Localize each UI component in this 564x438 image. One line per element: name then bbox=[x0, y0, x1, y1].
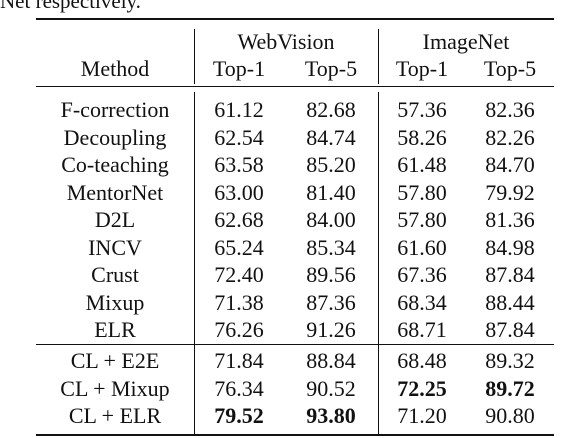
header-rule bbox=[36, 86, 554, 87]
group-divider-header bbox=[378, 29, 379, 84]
table-cell: 87.84 bbox=[485, 317, 535, 342]
table-cell: 62.68 bbox=[214, 207, 264, 232]
table-cell: 90.52 bbox=[306, 376, 356, 401]
group-header-webvision: WebVision bbox=[237, 29, 335, 54]
table-cell: 72.25 bbox=[397, 376, 447, 401]
table-row-method: D2L bbox=[94, 207, 136, 232]
subheader-imagenet-top5: Top-5 bbox=[483, 56, 537, 81]
table-cell: 71.20 bbox=[397, 403, 447, 428]
table-cell: 68.34 bbox=[397, 290, 447, 315]
table-row-method: MentorNet bbox=[66, 180, 164, 205]
table-row-method: CL + ELR bbox=[68, 403, 162, 428]
table-cell: 91.26 bbox=[306, 317, 356, 342]
table-cell: 68.71 bbox=[397, 317, 447, 342]
table-cell: 61.60 bbox=[397, 235, 447, 260]
table-cell: 63.00 bbox=[214, 180, 264, 205]
top-rule bbox=[36, 18, 554, 20]
table-cell: 68.48 bbox=[397, 348, 447, 373]
table-cell: 76.26 bbox=[214, 317, 264, 342]
table-cell: 57.80 bbox=[397, 207, 447, 232]
table-cell: 79.92 bbox=[485, 180, 535, 205]
table-row-method: INCV bbox=[88, 235, 142, 260]
subheader-imagenet-top1: Top-1 bbox=[395, 56, 449, 81]
table-cell: 65.24 bbox=[214, 235, 264, 260]
table-cell: 84.70 bbox=[485, 152, 535, 177]
section-rule bbox=[36, 344, 554, 345]
table-cell: 57.80 bbox=[397, 180, 447, 205]
table-cell: 88.44 bbox=[485, 290, 535, 315]
table-cell: 93.80 bbox=[306, 403, 356, 428]
table-cell: 89.72 bbox=[485, 376, 535, 401]
table-cell: 61.48 bbox=[397, 152, 447, 177]
group-divider-body bbox=[378, 92, 379, 434]
table-cell: 71.38 bbox=[214, 290, 264, 315]
table-cell: 82.36 bbox=[485, 97, 535, 122]
subheader-webvision-top1: Top-1 bbox=[212, 56, 266, 81]
table-cell: 57.36 bbox=[397, 97, 447, 122]
table-row-method: F-correction bbox=[60, 97, 170, 122]
table-cell: 76.34 bbox=[214, 376, 264, 401]
table-cell: 79.52 bbox=[214, 403, 264, 428]
table-cell: 71.84 bbox=[214, 348, 264, 373]
table-row-method: CL + E2E bbox=[70, 348, 160, 373]
table-cell: 82.26 bbox=[485, 125, 535, 150]
table-cell: 85.34 bbox=[306, 235, 356, 260]
table-row-method: CL + Mixup bbox=[60, 376, 170, 401]
table-row-method: Co-teaching bbox=[61, 152, 169, 177]
table-cell: 89.32 bbox=[485, 348, 535, 373]
method-divider-header bbox=[194, 29, 195, 84]
table-row-method: Crust bbox=[91, 262, 139, 287]
table-row-method: Decoupling bbox=[63, 125, 167, 150]
method-header: Method bbox=[80, 56, 150, 81]
table-cell: 72.40 bbox=[214, 262, 264, 287]
table-cell: 87.84 bbox=[485, 262, 535, 287]
group-header-imagenet: ImageNet bbox=[422, 29, 510, 54]
table-caption: Net respectively. bbox=[0, 0, 141, 13]
table-cell: 84.98 bbox=[485, 235, 535, 260]
table-cell: 82.68 bbox=[306, 97, 356, 122]
table-cell: 58.26 bbox=[397, 125, 447, 150]
table-cell: 89.56 bbox=[306, 262, 356, 287]
method-divider-body bbox=[194, 92, 195, 434]
table-cell: 85.20 bbox=[306, 152, 356, 177]
table-cell: 61.12 bbox=[214, 97, 264, 122]
table-cell: 84.00 bbox=[306, 207, 356, 232]
table-cell: 81.40 bbox=[306, 180, 356, 205]
table-cell: 87.36 bbox=[306, 290, 356, 315]
table-cell: 81.36 bbox=[485, 207, 535, 232]
table-cell: 62.54 bbox=[214, 125, 264, 150]
table-row-method: Mixup bbox=[85, 290, 145, 315]
table-cell: 63.58 bbox=[214, 152, 264, 177]
subheader-webvision-top5: Top-5 bbox=[304, 56, 358, 81]
table-cell: 90.80 bbox=[485, 403, 535, 428]
table-cell: 67.36 bbox=[397, 262, 447, 287]
table-cell: 84.74 bbox=[306, 125, 356, 150]
table-row-method: ELR bbox=[94, 317, 136, 342]
table-cell: 88.84 bbox=[306, 348, 356, 373]
bottom-rule bbox=[36, 434, 554, 436]
